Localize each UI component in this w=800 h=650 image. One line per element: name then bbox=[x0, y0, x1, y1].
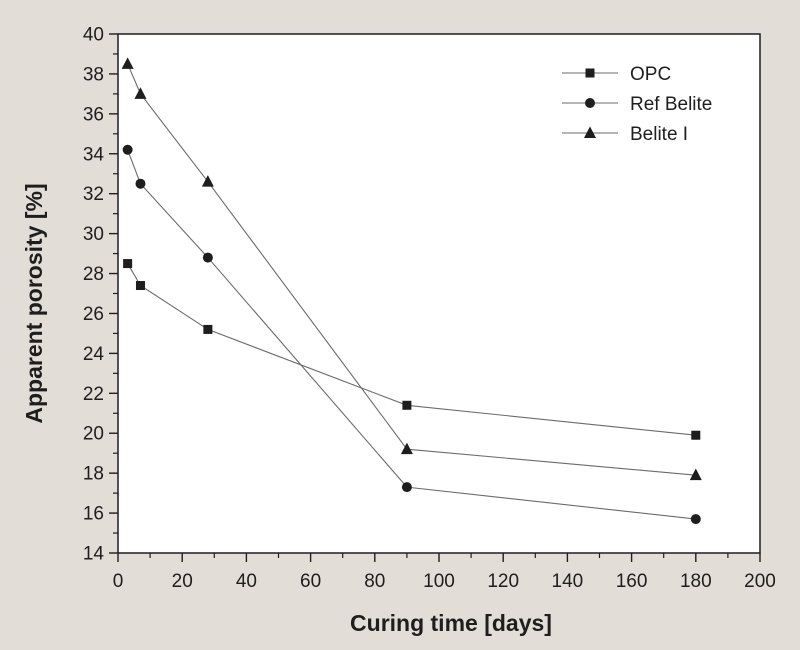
legend-marker-belite-i bbox=[584, 126, 596, 138]
data-point-ref-belite bbox=[135, 178, 146, 189]
data-point-opc bbox=[691, 430, 701, 440]
y-tick-label: 18 bbox=[83, 464, 104, 485]
x-tick-label: 140 bbox=[552, 571, 584, 592]
data-point-belite-i bbox=[121, 57, 134, 69]
legend-label: OPC bbox=[630, 64, 671, 85]
data-point-ref-belite bbox=[690, 514, 701, 525]
y-tick-label: 30 bbox=[83, 224, 104, 245]
series-opc bbox=[123, 259, 701, 440]
data-point-opc bbox=[135, 281, 145, 291]
y-tick-label: 32 bbox=[83, 184, 104, 205]
legend: OPC Ref Belite Belite I bbox=[562, 64, 712, 145]
x-tick-label: 80 bbox=[364, 571, 385, 592]
axis-ticks: 14 16 18 20 22 24 26 28 30 32 34 36 38 40 0 20 40 60 80 100… bbox=[83, 25, 776, 593]
y-tick-label: 36 bbox=[83, 104, 104, 125]
series-belite-i bbox=[121, 57, 702, 481]
plot-area bbox=[117, 33, 761, 554]
x-tick-label: 200 bbox=[744, 571, 776, 592]
y-tick-label: 20 bbox=[83, 424, 104, 445]
x-tick-label: 60 bbox=[300, 571, 321, 592]
legend-item-ref-belite: Ref Belite bbox=[562, 94, 712, 115]
x-tick-label: 40 bbox=[236, 571, 257, 592]
y-tick-label: 26 bbox=[83, 304, 104, 325]
data-point-opc bbox=[203, 324, 213, 334]
legend-item-belite-i: Belite I bbox=[562, 124, 688, 145]
series-layer bbox=[121, 57, 702, 525]
data-point-belite-i bbox=[134, 87, 147, 99]
y-tick-label: 34 bbox=[83, 144, 105, 165]
y-tick-label: 28 bbox=[83, 264, 104, 285]
series-ref-belite bbox=[122, 144, 701, 525]
x-axis-title: Curing time [days] bbox=[350, 610, 552, 636]
legend-item-opc: OPC bbox=[562, 64, 671, 85]
data-point-ref-belite bbox=[401, 482, 412, 493]
y-tick-label: 24 bbox=[83, 344, 105, 365]
x-tick-label: 160 bbox=[616, 571, 648, 592]
y-tick-label: 14 bbox=[83, 544, 105, 565]
data-point-opc bbox=[402, 400, 412, 410]
data-point-opc bbox=[123, 259, 133, 269]
x-tick-label: 180 bbox=[680, 571, 712, 592]
y-tick-label: 22 bbox=[83, 384, 104, 405]
legend-label: Belite I bbox=[630, 124, 688, 145]
legend-marker-opc bbox=[585, 68, 595, 78]
y-axis-title: Apparent porosity [%] bbox=[21, 183, 47, 423]
y-tick-label: 16 bbox=[83, 504, 104, 525]
legend-marker-ref-belite bbox=[585, 98, 595, 108]
data-point-belite-i bbox=[689, 468, 702, 481]
y-tick-label: 40 bbox=[83, 25, 104, 46]
legend-label: Ref Belite bbox=[630, 94, 712, 115]
x-tick-label: 120 bbox=[487, 571, 519, 592]
x-tick-label: 20 bbox=[172, 571, 193, 592]
data-point-ref-belite bbox=[202, 252, 213, 263]
data-point-belite-i bbox=[201, 175, 214, 187]
x-tick-label: 0 bbox=[113, 571, 124, 592]
x-tick-label: 100 bbox=[423, 571, 455, 592]
data-point-belite-i bbox=[400, 442, 413, 455]
y-tick-label: 38 bbox=[83, 64, 104, 85]
data-point-ref-belite bbox=[122, 144, 133, 155]
